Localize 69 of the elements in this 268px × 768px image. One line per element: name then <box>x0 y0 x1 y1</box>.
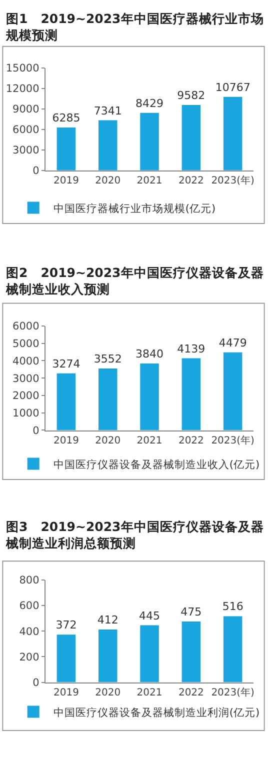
chart-title: 图3 2019~2023年中国医疗仪器设备及器械制造业利润总额预测 <box>5 519 264 550</box>
y-tick-label: 6000 <box>12 320 40 333</box>
y-tick-label: 5000 <box>12 338 40 350</box>
x-tick-label: 2023(年) <box>211 434 255 446</box>
x-tick-label: 2020 <box>95 435 121 446</box>
y-tick-label: 3000 <box>12 144 40 157</box>
y-tick-label: 9000 <box>12 104 40 116</box>
bar <box>182 358 201 430</box>
x-tick-label: 2021 <box>136 435 162 446</box>
y-tick-label: 200 <box>19 651 40 664</box>
y-tick-label: 0 <box>32 676 40 689</box>
data-label: 3552 <box>94 352 122 366</box>
x-tick-label: 2022 <box>178 435 204 446</box>
bar <box>56 127 76 170</box>
y-tick-label: 15000 <box>6 62 40 75</box>
bar <box>140 112 159 170</box>
x-tick-label: 2022 <box>178 175 204 186</box>
x-tick-label: 2022 <box>178 687 204 698</box>
y-tick-label: 400 <box>19 626 40 638</box>
y-tick-label: 0 <box>32 424 40 437</box>
y-tick-label: 600 <box>19 600 40 612</box>
y-tick-label: 6000 <box>12 124 40 136</box>
data-label: 372 <box>56 618 77 632</box>
y-tick-label: 0 <box>32 165 40 178</box>
bar <box>98 368 118 430</box>
bar <box>223 352 242 430</box>
x-tick-label: 2021 <box>136 175 162 186</box>
data-label: 516 <box>222 600 244 614</box>
legend-label: 中国医疗仪器设备及器械制造业收入(亿元) <box>53 458 260 471</box>
data-label: 3274 <box>52 357 80 370</box>
y-tick-label: 2000 <box>12 390 40 402</box>
bar <box>223 96 242 170</box>
data-label: 8429 <box>136 96 164 110</box>
y-tick-label: 12000 <box>6 83 40 96</box>
x-tick-label: 2019 <box>53 435 79 446</box>
data-label: 6285 <box>52 111 80 124</box>
x-tick-label: 2023(年) <box>211 174 255 186</box>
bar <box>56 373 76 430</box>
legend-label: 中国医疗器械行业市场规模(亿元) <box>53 202 216 215</box>
data-label: 7341 <box>94 104 122 118</box>
y-tick-label: 4000 <box>12 355 40 368</box>
bar <box>56 634 76 682</box>
legend-label: 中国医疗仪器设备及器械制造业利润(亿元) <box>53 706 260 719</box>
x-tick-label: 2021 <box>136 687 162 698</box>
bar <box>223 616 242 682</box>
bar <box>98 630 118 682</box>
x-tick-label: 2023(年) <box>211 686 255 698</box>
bar <box>140 363 159 430</box>
data-label: 4479 <box>218 336 247 350</box>
y-tick-label: 1000 <box>12 408 40 420</box>
data-label: 3840 <box>136 347 164 360</box>
bar <box>182 104 201 170</box>
data-label: 475 <box>180 605 202 618</box>
data-label: 4139 <box>177 342 206 356</box>
data-label: 412 <box>97 614 118 627</box>
bar <box>98 120 118 170</box>
x-tick-label: 2020 <box>95 687 121 698</box>
y-tick-label: 3000 <box>12 372 40 385</box>
chart-title: 图2 2019~2023年中国医疗仪器设备及器械制造业收入预测 <box>5 265 264 296</box>
data-label: 445 <box>139 609 160 622</box>
bar <box>182 621 201 682</box>
bar <box>140 625 159 682</box>
chart-title: 图1 2019~2023年中国医疗器械行业市场规模预测 <box>5 11 264 42</box>
x-tick-label: 2019 <box>53 687 79 698</box>
data-label: 9582 <box>177 88 206 102</box>
data-label: 10767 <box>215 80 250 94</box>
x-tick-label: 2019 <box>53 175 79 186</box>
x-tick-label: 2020 <box>95 175 121 186</box>
y-tick-label: 800 <box>19 574 40 587</box>
